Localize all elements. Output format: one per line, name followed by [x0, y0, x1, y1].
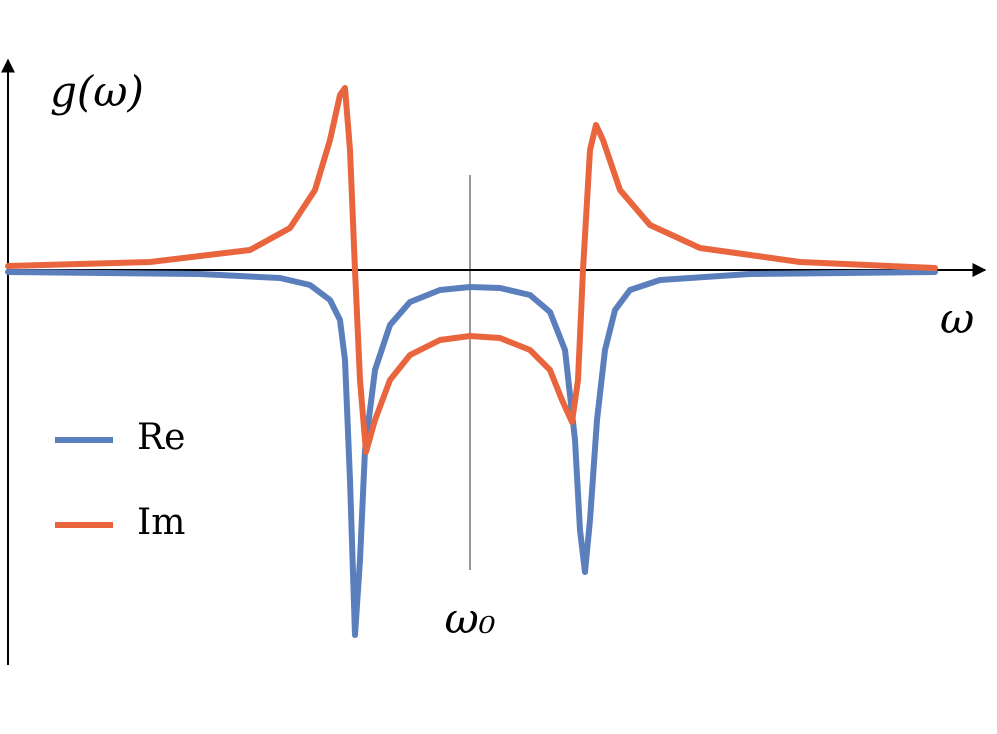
y-axis-label: g(ω) [50, 67, 144, 116]
line-series [5, 269, 938, 638]
x-axis-label: ω [940, 294, 974, 343]
legend-label: Re [137, 417, 185, 458]
line-series [5, 85, 938, 455]
legend-label: Im [137, 502, 185, 543]
annotation: ω₀ [444, 594, 495, 643]
